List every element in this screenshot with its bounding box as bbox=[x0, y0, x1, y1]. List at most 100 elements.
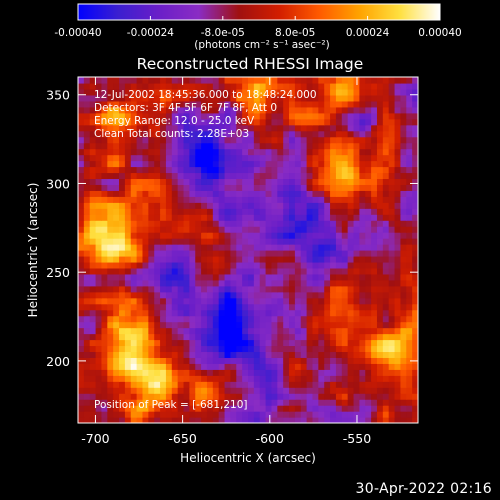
heatmap-cell bbox=[289, 327, 296, 335]
heatmap-cell bbox=[154, 220, 161, 227]
heatmap-cell bbox=[271, 214, 278, 221]
heatmap-cell bbox=[201, 238, 208, 245]
heatmap-cell bbox=[89, 136, 97, 144]
heatmap-cell bbox=[335, 297, 343, 305]
heatmap-cell bbox=[330, 411, 337, 418]
heatmap-cell bbox=[259, 136, 267, 144]
heatmap-cell bbox=[265, 130, 273, 138]
heatmap-cell bbox=[78, 208, 85, 215]
heatmap-cell bbox=[294, 411, 302, 418]
heatmap-cell bbox=[165, 238, 173, 245]
heatmap-cell bbox=[212, 106, 220, 114]
heatmap-cell bbox=[183, 226, 190, 233]
heatmap-cell bbox=[412, 303, 418, 311]
heatmap-cell bbox=[236, 118, 243, 126]
heatmap-cell bbox=[78, 94, 85, 102]
heatmap-cell bbox=[189, 393, 196, 400]
heatmap-cell bbox=[406, 381, 413, 388]
heatmap-cell bbox=[347, 94, 355, 102]
heatmap-cell bbox=[83, 339, 91, 347]
heatmap-cell bbox=[83, 238, 91, 245]
heatmap-cell bbox=[271, 297, 278, 305]
heatmap-cell bbox=[119, 333, 126, 341]
heatmap-cell bbox=[347, 399, 355, 406]
heatmap-cell bbox=[289, 393, 296, 400]
heatmap-cell bbox=[224, 142, 232, 150]
heatmap-cell bbox=[177, 184, 185, 191]
heatmap-cell bbox=[242, 106, 249, 114]
heatmap-cell bbox=[265, 244, 273, 251]
heatmap-cell bbox=[248, 261, 255, 269]
heatmap-cell bbox=[212, 315, 220, 323]
heatmap-cell bbox=[148, 345, 155, 353]
heatmap-cell bbox=[335, 321, 343, 329]
heatmap-cell bbox=[289, 202, 296, 209]
heatmap-cell bbox=[353, 375, 360, 382]
heatmap-cell bbox=[406, 405, 413, 412]
heatmap-cell bbox=[283, 315, 290, 323]
heatmap-cell bbox=[382, 345, 390, 353]
heatmap-cell bbox=[89, 214, 97, 221]
heatmap-cell bbox=[148, 88, 155, 96]
heatmap-cell bbox=[142, 136, 149, 144]
heatmap-cell bbox=[119, 321, 126, 329]
heatmap-cell bbox=[300, 405, 308, 412]
heatmap-cell bbox=[124, 351, 132, 358]
heatmap-cell bbox=[248, 220, 255, 227]
heatmap-cell bbox=[101, 82, 108, 90]
heatmap-cell bbox=[101, 327, 108, 335]
heatmap-cell bbox=[412, 124, 418, 132]
heatmap-cell bbox=[212, 411, 220, 418]
heatmap-cell bbox=[412, 232, 418, 239]
heatmap-cell bbox=[335, 160, 343, 168]
heatmap-cell bbox=[107, 154, 114, 162]
heatmap-cell bbox=[230, 220, 237, 227]
heatmap-cell bbox=[130, 214, 138, 221]
heatmap-cell bbox=[388, 214, 396, 221]
heatmap-cell bbox=[212, 255, 220, 263]
heatmap-cell bbox=[289, 77, 296, 84]
heatmap-cell bbox=[376, 327, 384, 335]
heatmap-cell bbox=[206, 261, 214, 269]
heatmap-cell bbox=[201, 333, 208, 341]
heatmap-cell bbox=[394, 166, 402, 174]
heatmap-cell bbox=[130, 238, 138, 245]
heatmap-cell bbox=[376, 261, 384, 269]
heatmap-cell bbox=[212, 124, 220, 132]
heatmap-cell bbox=[388, 363, 396, 370]
heatmap-cell bbox=[148, 381, 155, 388]
heatmap-cell bbox=[107, 100, 114, 108]
heatmap-cell bbox=[335, 136, 343, 144]
heatmap-cell bbox=[388, 387, 396, 394]
heatmap-cell bbox=[83, 285, 91, 293]
heatmap-cell bbox=[324, 136, 331, 144]
heatmap-cell bbox=[189, 88, 196, 96]
heatmap-cell bbox=[359, 291, 366, 299]
heatmap-cell bbox=[300, 202, 308, 209]
heatmap-cell bbox=[371, 333, 378, 341]
heatmap-cell bbox=[142, 166, 149, 174]
heatmap-cell bbox=[365, 82, 372, 90]
heatmap-cell bbox=[201, 208, 208, 215]
heatmap-cell bbox=[335, 375, 343, 382]
heatmap-cell bbox=[353, 345, 360, 353]
heatmap-cell bbox=[183, 130, 190, 138]
heatmap-cell bbox=[83, 309, 91, 317]
heatmap-cell bbox=[359, 303, 366, 311]
heatmap-cell bbox=[195, 82, 202, 90]
heatmap-cell bbox=[206, 411, 214, 418]
heatmap-cell bbox=[195, 405, 202, 412]
heatmap-cell bbox=[365, 297, 372, 305]
heatmap-cell bbox=[218, 375, 226, 382]
heatmap-cell bbox=[195, 77, 202, 84]
heatmap-cell bbox=[371, 184, 378, 191]
heatmap-cell bbox=[382, 411, 390, 418]
heatmap-cell bbox=[347, 411, 355, 418]
heatmap-cell bbox=[388, 351, 396, 358]
heatmap-cell bbox=[335, 279, 343, 287]
heatmap-cell bbox=[83, 321, 91, 329]
heatmap-cell bbox=[294, 393, 302, 400]
heatmap-cell bbox=[142, 190, 149, 197]
heatmap-cell bbox=[124, 142, 132, 150]
heatmap-cell bbox=[353, 267, 360, 275]
